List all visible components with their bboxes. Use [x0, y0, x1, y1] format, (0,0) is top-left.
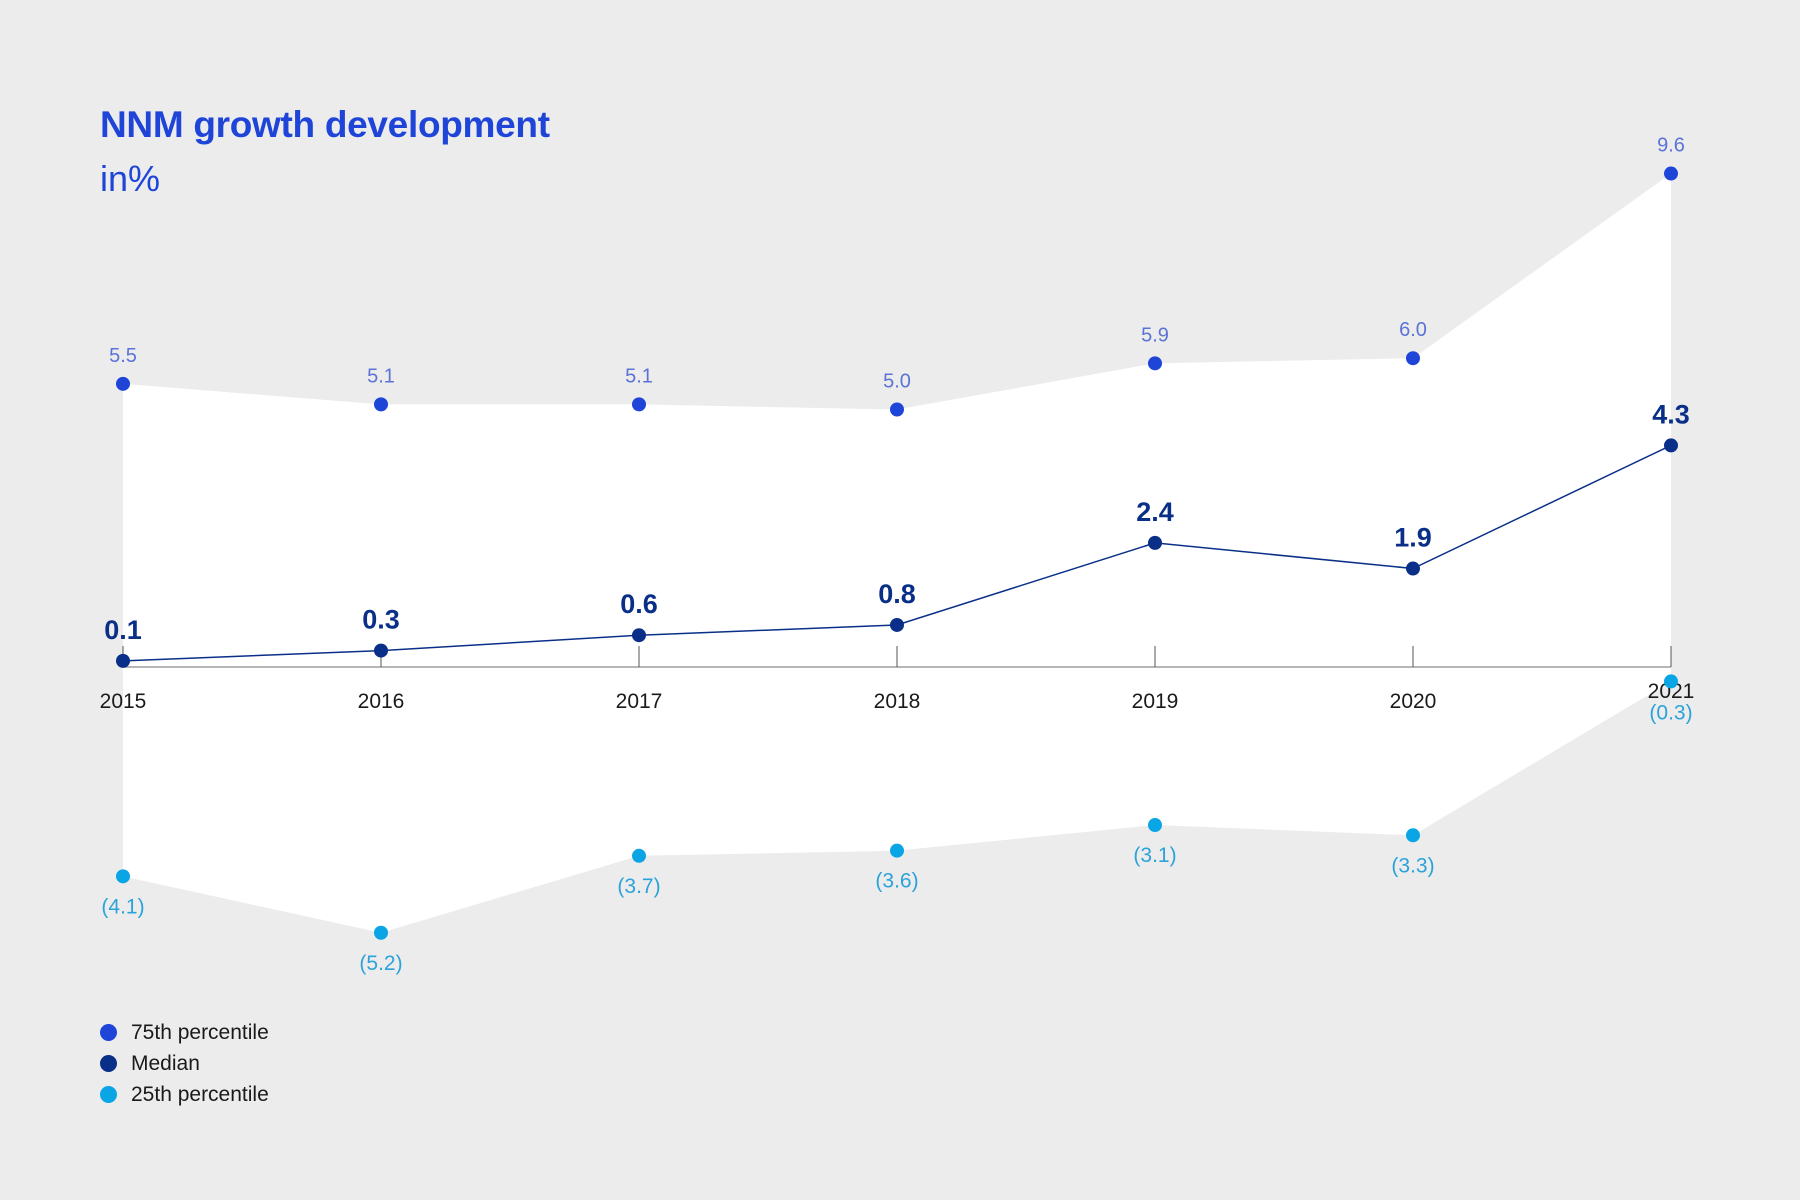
- legend-item-median: Median: [100, 1048, 269, 1079]
- data-label: 0.1: [104, 615, 142, 645]
- data-point-p75: [1148, 356, 1162, 371]
- data-point-median: [116, 653, 130, 668]
- data-point-p75: [632, 397, 646, 412]
- data-point-median: [374, 643, 388, 658]
- data-label: 4.3: [1652, 399, 1690, 429]
- data-labels-layer: 5.5 5.1 5.1 5.0 5.9 6.0 9.6 0.1 0.3 0.6 0.8 2.4 1.9 4…: [101, 135, 1692, 975]
- data-label: 6.0: [1399, 319, 1427, 341]
- data-label: 5.0: [883, 371, 911, 393]
- data-points-layer: [116, 166, 1678, 940]
- data-label: (5.2): [359, 952, 402, 975]
- data-label: 5.9: [1141, 324, 1169, 346]
- data-label: 0.3: [362, 605, 400, 635]
- data-point-median: [1148, 535, 1162, 550]
- data-label: 5.1: [367, 365, 395, 387]
- data-point-p25: [632, 848, 646, 863]
- data-point-p25: [890, 843, 904, 858]
- data-label: (3.6): [875, 870, 918, 893]
- legend-item-25th: 25th percentile: [100, 1079, 269, 1110]
- x-tick-label: 2020: [1390, 690, 1437, 713]
- x-tick-label: 2016: [358, 690, 405, 713]
- data-point-p25: [116, 869, 130, 884]
- percentile-band: [123, 173, 1671, 933]
- data-label: 5.5: [109, 345, 137, 367]
- legend-dot-median-icon: [100, 1055, 117, 1072]
- data-label: (0.3): [1649, 701, 1692, 724]
- data-point-p75: [116, 376, 130, 391]
- legend: 75th percentile Median 25th percentile: [100, 1017, 269, 1110]
- x-tick-label: 2019: [1132, 690, 1179, 713]
- data-point-median: [1406, 561, 1420, 576]
- data-point-p75: [1406, 351, 1420, 366]
- percentile-band-layer: [123, 173, 1671, 933]
- data-point-p25: [1664, 674, 1678, 689]
- data-point-median: [1664, 438, 1678, 453]
- x-tick-label: 2018: [874, 690, 921, 713]
- legend-item-75th: 75th percentile: [100, 1017, 269, 1048]
- data-label: 1.9: [1394, 523, 1432, 553]
- data-label: 0.6: [620, 589, 658, 619]
- legend-label: 25th percentile: [131, 1082, 269, 1106]
- data-point-p25: [1406, 828, 1420, 843]
- x-tick-label: 2017: [616, 690, 663, 713]
- chart-title: NNM growth development: [100, 104, 550, 145]
- data-label: 2.4: [1136, 497, 1174, 527]
- x-axis: 2015 2016 2017 2018 2019 2020 2021: [100, 646, 1695, 713]
- data-label: (3.1): [1133, 844, 1176, 867]
- chart-subtitle: in%: [100, 158, 161, 199]
- data-point-p75: [1664, 166, 1678, 181]
- data-label: 9.6: [1657, 135, 1685, 157]
- data-label: (4.1): [101, 895, 144, 918]
- data-point-p75: [890, 402, 904, 417]
- data-point-p25: [374, 925, 388, 940]
- legend-dot-75th-icon: [100, 1024, 117, 1041]
- data-label: 5.1: [625, 365, 653, 387]
- data-label: (3.7): [617, 875, 660, 898]
- data-point-p25: [1148, 818, 1162, 833]
- data-label: 0.8: [878, 579, 916, 609]
- data-point-median: [890, 617, 904, 632]
- x-tick-label: 2015: [100, 690, 147, 713]
- legend-label: 75th percentile: [131, 1020, 269, 1044]
- data-label: (3.3): [1391, 854, 1434, 877]
- legend-label: Median: [131, 1051, 200, 1075]
- data-point-p75: [374, 397, 388, 412]
- legend-dot-25th-icon: [100, 1086, 117, 1103]
- x-tick-label: 2021: [1648, 680, 1695, 703]
- data-point-median: [632, 628, 646, 643]
